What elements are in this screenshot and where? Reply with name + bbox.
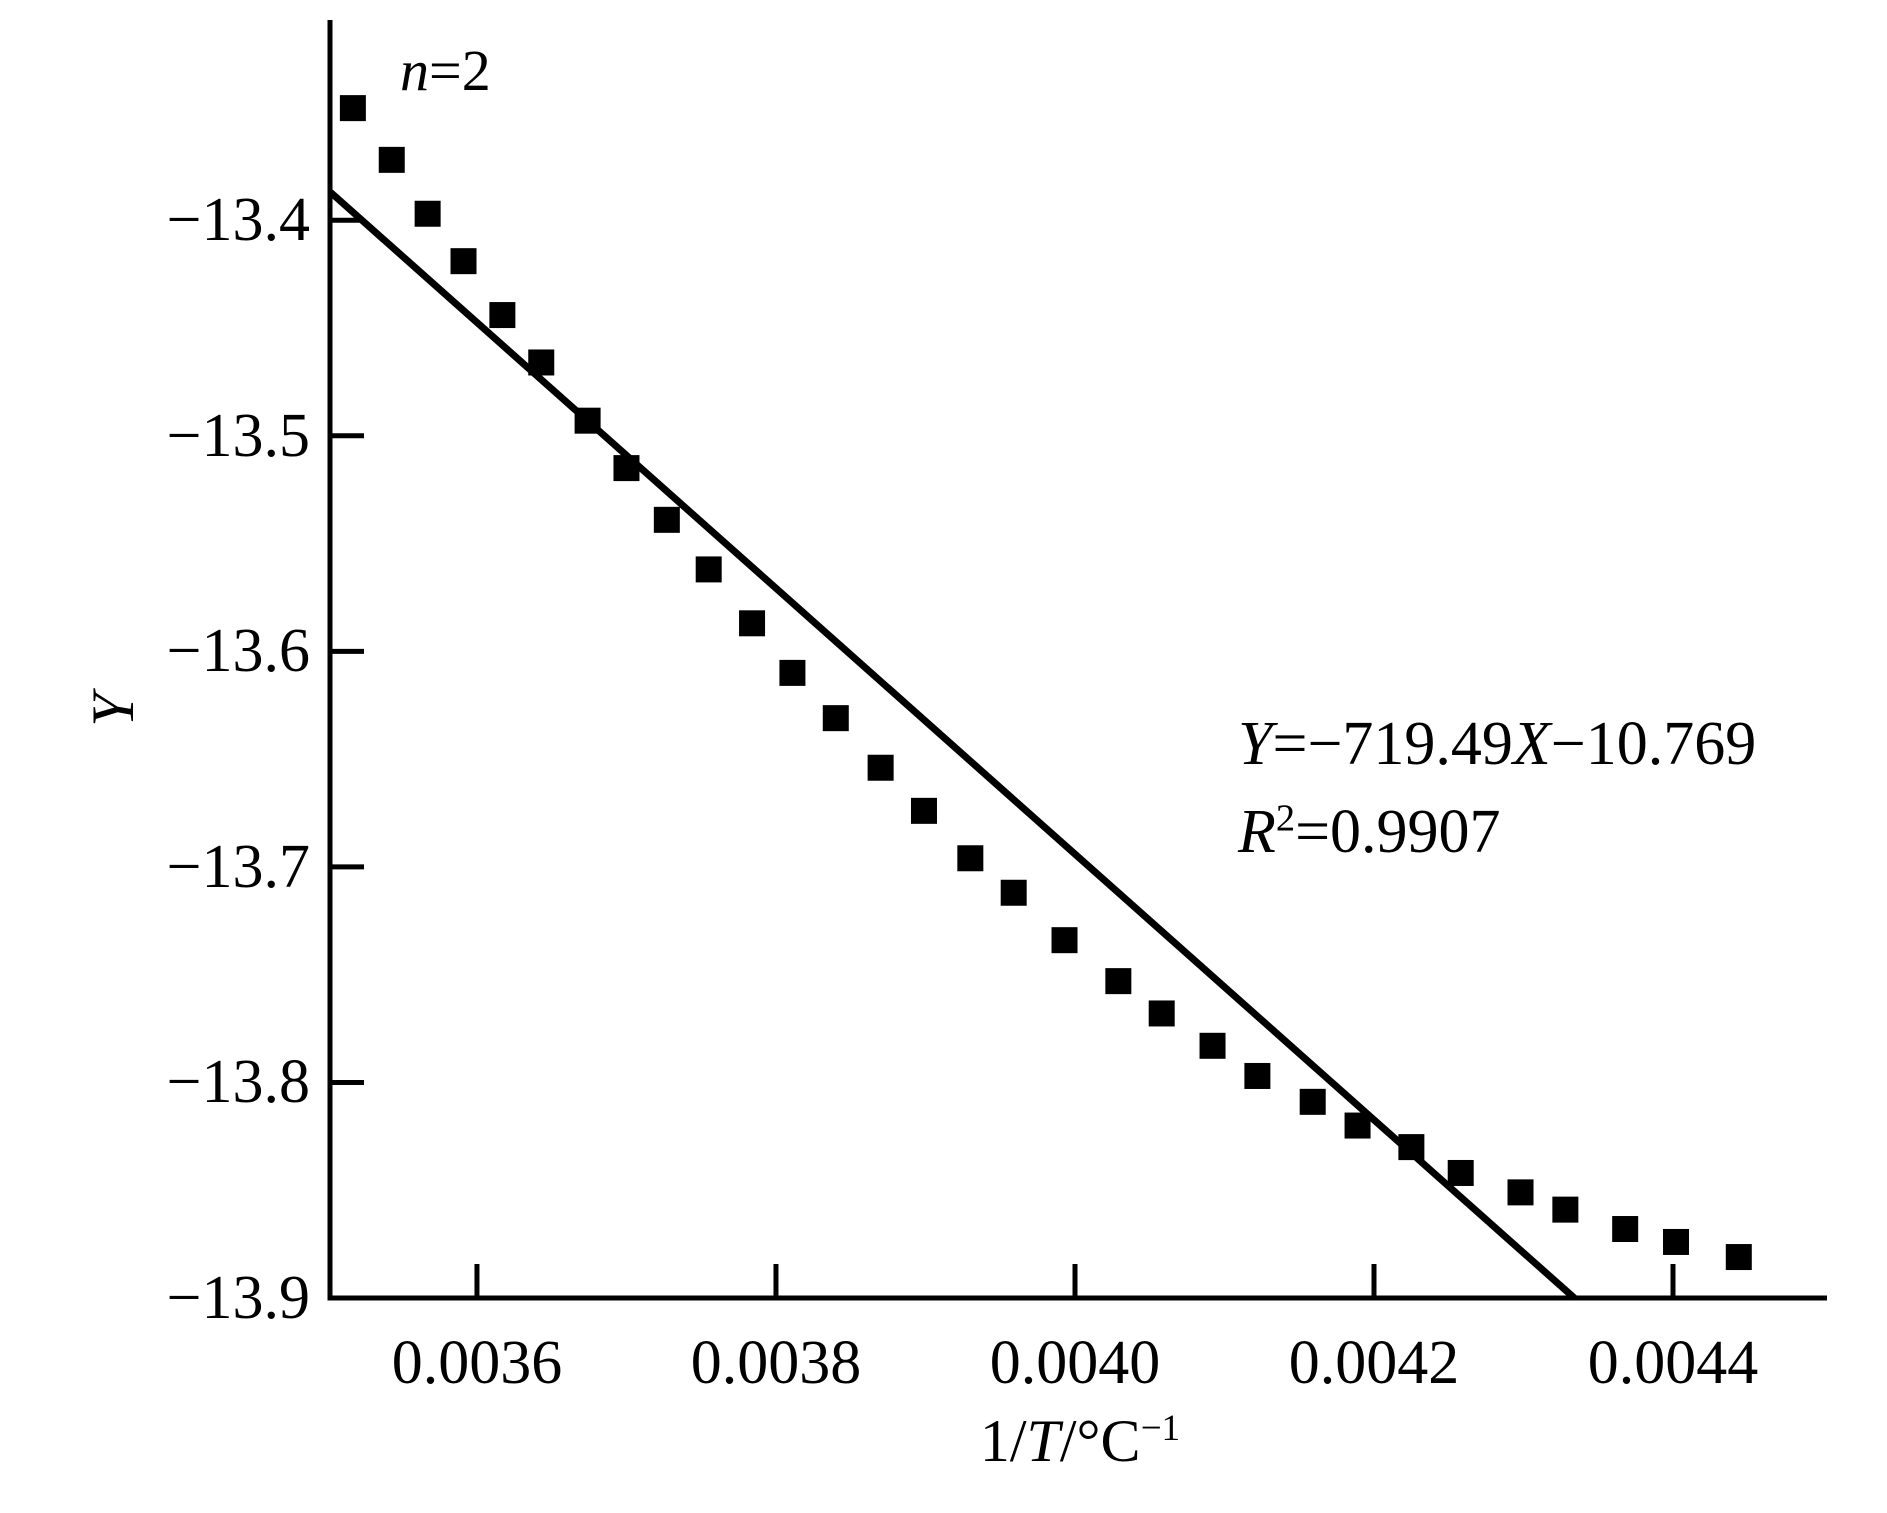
data-point-marker bbox=[414, 200, 441, 227]
data-point-marker bbox=[1000, 879, 1027, 906]
data-point-marker bbox=[957, 845, 984, 872]
data-point-marker bbox=[489, 302, 516, 329]
data-point-marker bbox=[1051, 927, 1078, 954]
fit-line bbox=[328, 189, 1577, 1301]
data-point-marker bbox=[1244, 1062, 1271, 1089]
data-point-marker bbox=[450, 248, 477, 275]
data-point-marker bbox=[1552, 1196, 1579, 1223]
data-point-marker bbox=[822, 705, 849, 732]
data-point-marker bbox=[378, 146, 405, 173]
data-point-marker bbox=[779, 659, 806, 686]
data-point-marker bbox=[1148, 1000, 1175, 1027]
data-point-marker bbox=[1507, 1179, 1534, 1206]
data-point-marker bbox=[739, 610, 766, 637]
data-point-marker bbox=[1662, 1228, 1689, 1255]
data-point-marker bbox=[1199, 1032, 1226, 1059]
data-point-marker bbox=[1612, 1216, 1639, 1243]
data-point-marker bbox=[1447, 1159, 1474, 1186]
data-point-marker bbox=[867, 754, 894, 781]
data-point-marker bbox=[1725, 1244, 1752, 1271]
data-point-marker bbox=[1299, 1088, 1326, 1115]
data-point-marker bbox=[1105, 968, 1132, 995]
data-point-marker bbox=[695, 556, 722, 583]
data-point-marker bbox=[339, 95, 366, 122]
data-point-marker bbox=[910, 797, 937, 824]
data-point-marker bbox=[653, 506, 680, 533]
